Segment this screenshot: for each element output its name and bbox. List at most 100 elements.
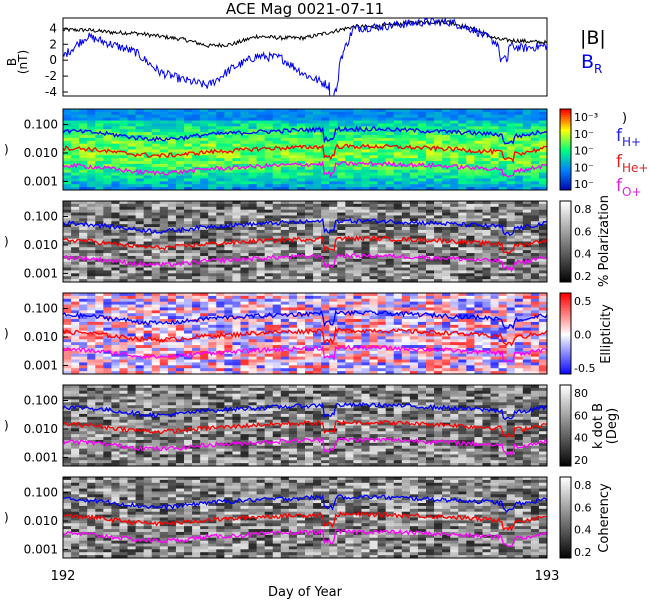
colorbar-power-label: ) <box>622 111 627 126</box>
series-line-fhe <box>63 511 547 532</box>
colorbar-kdotb: 80 60 40 20 <box>559 384 588 467</box>
y-tick-label: 0.001 <box>24 542 58 556</box>
legend-br: BR <box>581 51 602 76</box>
y-tick-label: 0.100 <box>24 209 58 223</box>
y-tick-label: 0.010 <box>24 330 58 344</box>
legend-fh: fH+ <box>616 126 641 149</box>
x-tick-label-start: 192 <box>51 569 76 584</box>
series-line-fhe <box>63 234 547 254</box>
series-line-fo <box>63 252 547 273</box>
legend-fo-main: f <box>616 176 623 196</box>
colorbar-tick-label: 0.8 <box>574 203 592 216</box>
y-tick-label: 0.001 <box>24 358 58 372</box>
series-line-fh <box>63 309 547 330</box>
y-tick-label: -4 <box>45 85 57 99</box>
series-line-fo <box>63 528 547 548</box>
panel-bfield-frame <box>62 17 548 97</box>
y-tick-label: 2 <box>49 37 57 51</box>
colorbar-tick-label: 0.4 <box>574 248 592 261</box>
y-axis-label-fragment: ) <box>4 143 9 157</box>
colorbar-tick-label: 0.6 <box>574 501 592 514</box>
colorbar-tick-label: 10⁻ <box>574 161 594 174</box>
page-title: ACE Mag 0021-07-11 <box>226 0 384 18</box>
panel-power-legend: fH+ fHe+ fO+ ) <box>616 111 648 199</box>
series-line-fhe <box>63 326 547 347</box>
y-tick-label: 0.001 <box>24 266 58 280</box>
y-tick-label: 0.100 <box>24 485 58 499</box>
series-line-bmag <box>63 19 547 49</box>
y-axis-label-fragment: ) <box>4 419 9 433</box>
colorbar-tick-label: 60 <box>574 409 588 422</box>
y-tick-label: 0 <box>49 53 57 67</box>
series-line-fhe <box>63 143 547 164</box>
series-line-fo <box>63 160 547 178</box>
legend-bmag: |B| <box>580 27 606 49</box>
series-line-fo <box>63 344 547 363</box>
y-tick-label: 0.001 <box>24 450 58 464</box>
panel-bfield-ylabel-unit: (nT) <box>16 50 30 74</box>
y-tick-label: -2 <box>45 69 57 83</box>
colorbar-tick-label: 40 <box>574 432 588 445</box>
legend-fhe-main: f <box>616 152 623 172</box>
panel-ellipticity-frame <box>62 292 548 375</box>
colorbar-coherency: 0.8 0.6 0.4 0.2 <box>559 476 592 559</box>
colorbar-kdotb-label-2: (Deg) <box>605 408 620 444</box>
panel-power-image <box>63 109 547 190</box>
legend-br-main: B <box>581 51 594 73</box>
y-tick-label: 0.100 <box>24 301 58 315</box>
panel-polarization-image <box>63 201 547 282</box>
y-tick-label: 0.100 <box>24 117 58 131</box>
y-tick-label: 0.010 <box>24 422 58 436</box>
colorbar-tick-label: 0.2 <box>574 546 592 559</box>
panel-bfield: 420-2-4 B (nT) |B| BR <box>5 17 606 99</box>
y-axis-label-fragment: ) <box>4 327 9 341</box>
legend-fo: fO+ <box>616 176 642 199</box>
y-tick-label: 0.001 <box>24 174 58 188</box>
panel-kdotb-frame <box>62 384 548 467</box>
series-line-fh <box>63 494 547 513</box>
colorbar-tick-label: 0.4 <box>574 524 592 537</box>
colorbar-tick-label: 10⁻ <box>574 145 594 158</box>
colorbar-tick-label: 0.6 <box>574 225 592 238</box>
legend-fhe: fHe+ <box>616 152 648 175</box>
series-line-fh <box>63 217 547 237</box>
y-tick-label: 0.010 <box>24 514 58 528</box>
series-line-fh <box>63 401 547 421</box>
colorbar-ellipticity: 0.5 0.0 -0.5 <box>559 292 595 375</box>
colorbar-ellipticity-label: Ellipticity <box>599 304 614 364</box>
colorbar-coherency-label: Coherency <box>597 483 612 553</box>
colorbar-tick-label: -0.5 <box>574 362 595 375</box>
y-axis-label-fragment: ) <box>4 235 9 249</box>
series-line-br <box>63 18 547 96</box>
colorbar-tick-label: 10⁻ <box>574 128 594 141</box>
panel-coherency-image <box>63 477 547 558</box>
colorbar-tick-label: 0.8 <box>574 479 592 492</box>
x-axis-label: Day of Year <box>268 585 343 600</box>
colorbar-tick-label: 80 <box>574 387 588 400</box>
panel-power-frame <box>62 108 548 191</box>
legend-fh-main: f <box>616 126 623 146</box>
colorbar-tick-label: 10⁻³ <box>574 111 598 124</box>
legend-fhe-sub: He+ <box>622 161 648 175</box>
legend-fh-sub: H+ <box>622 135 641 149</box>
y-tick-label: 0.100 <box>24 393 58 407</box>
y-axis-label-fragment: ) <box>4 511 9 525</box>
y-tick-label: 0.010 <box>24 146 58 160</box>
panel-bfield-ylabel-b: B <box>5 58 19 66</box>
panel-kdotb-image <box>63 385 547 466</box>
panel-polarization-frame <box>62 200 548 283</box>
colorbar-power: 10⁻³ 10⁻ 10⁻ 10⁻ 10⁻ <box>559 108 598 191</box>
series-line-fh <box>63 125 547 145</box>
panel-ellipticity-image <box>63 293 547 374</box>
x-tick-label-end: 193 <box>535 569 560 584</box>
colorbar-polarization: 0.8 0.6 0.4 0.2 <box>559 200 592 283</box>
colorbar-kdotb-label-1: k dot B <box>591 403 606 449</box>
colorbar-tick-label: 0.0 <box>574 329 592 342</box>
colorbar-tick-label: 0.5 <box>574 295 592 308</box>
series-line-fhe <box>63 419 547 439</box>
legend-br-sub: R <box>594 62 602 76</box>
legend-fo-sub: O+ <box>622 185 642 199</box>
colorbar-tick-label: 10⁻ <box>574 178 594 191</box>
panel-coherency-frame <box>62 476 548 559</box>
